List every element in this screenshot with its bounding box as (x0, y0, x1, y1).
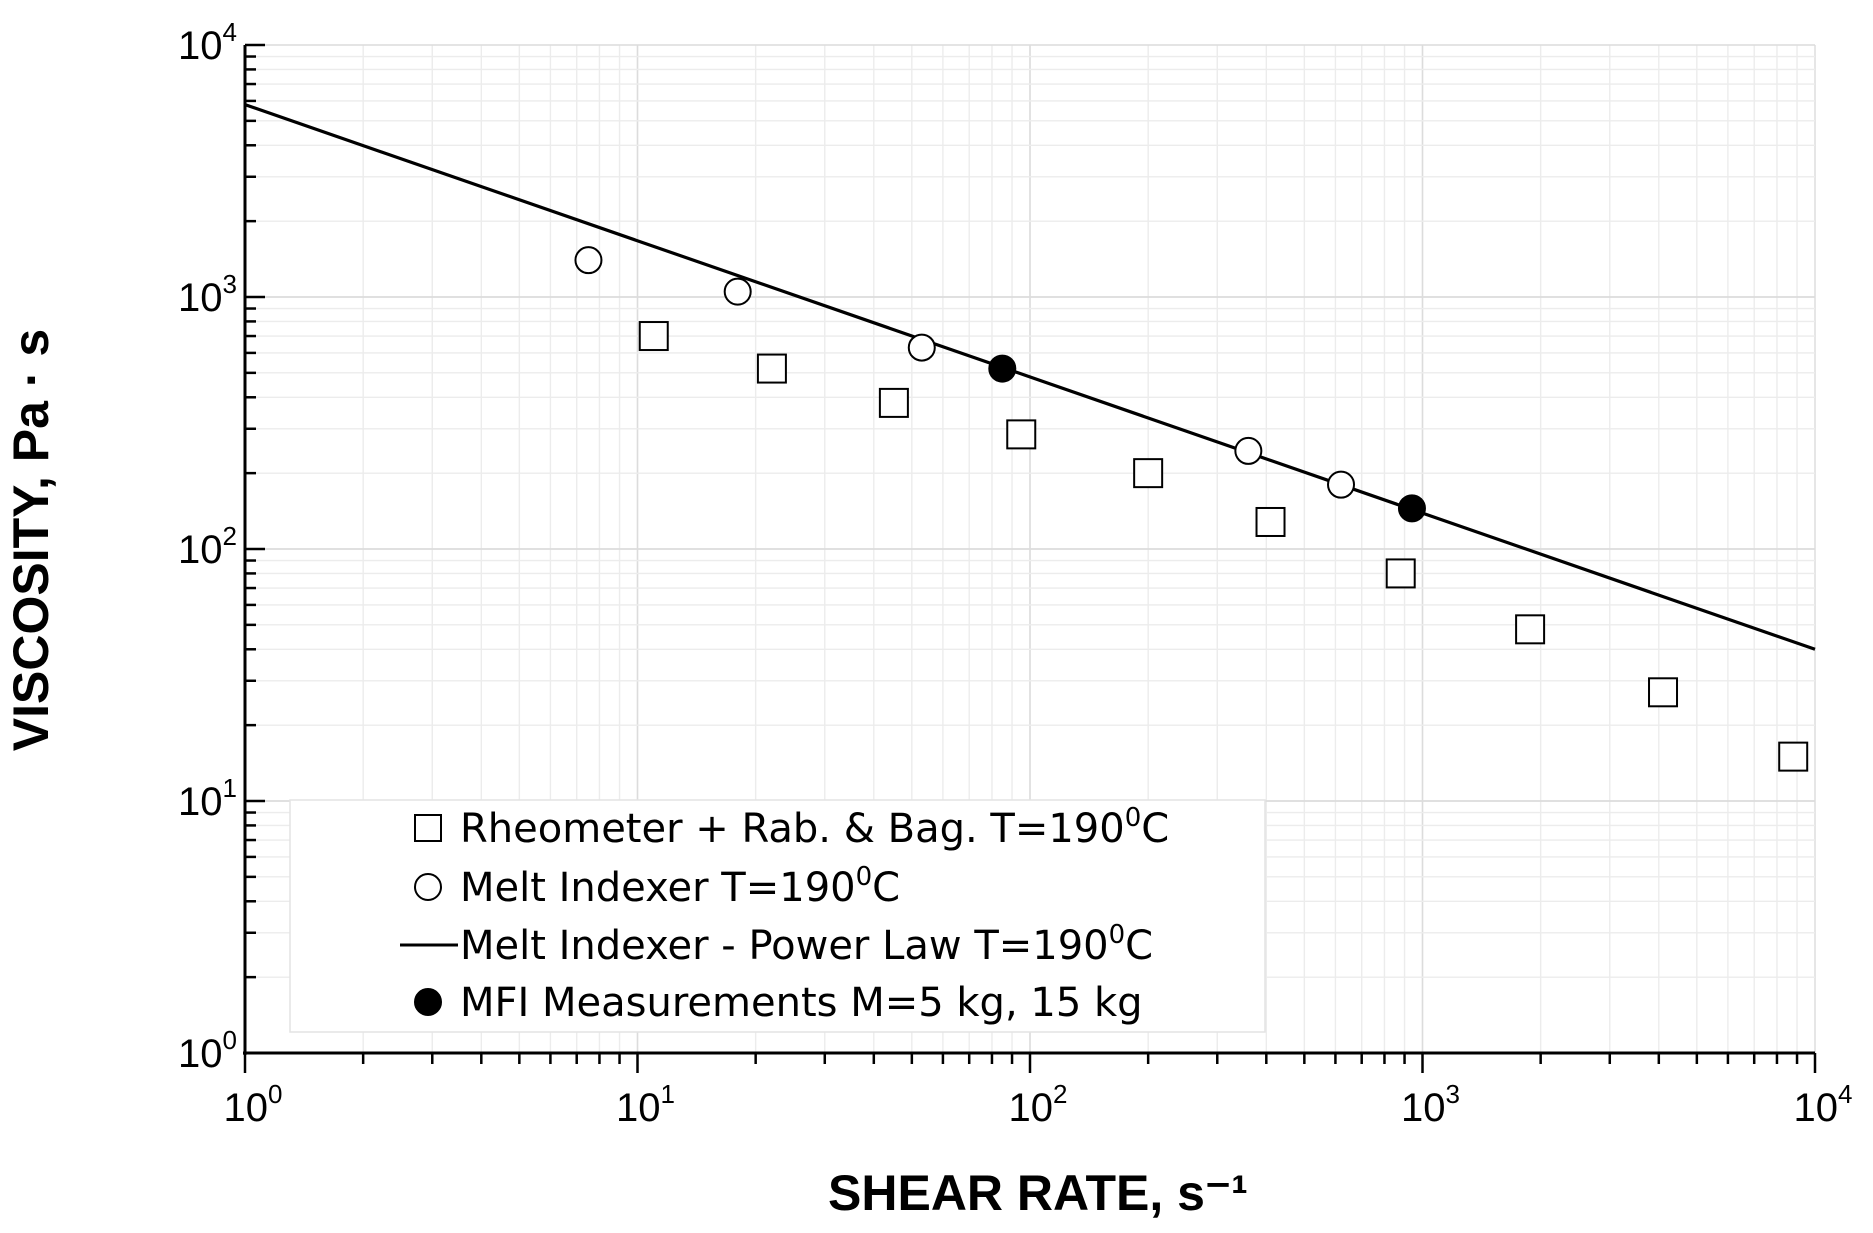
rheometer-point (1778, 741, 1809, 772)
melt-indexer-point (1327, 470, 1356, 499)
power-law-line (244, 103, 1816, 651)
rheometer-point (638, 321, 669, 352)
mfi-point (1397, 494, 1426, 523)
y-tick-label: 104 (178, 17, 237, 68)
x-axis-title: SHEAR RATE, s⁻¹ (828, 1165, 1248, 1221)
rheometer-point (1385, 558, 1416, 589)
series-layer (244, 103, 1816, 772)
x-tick-label: 104 (1794, 1079, 1853, 1130)
x-tick-label: 100 (224, 1079, 283, 1130)
melt-indexer-point (574, 246, 603, 275)
x-tick-label: 102 (1009, 1079, 1068, 1130)
legend-box (289, 799, 1266, 1033)
melt-indexer-point (1234, 436, 1263, 465)
rheometer-point (1133, 458, 1164, 489)
mfi-point (988, 354, 1017, 383)
rheometer-point (878, 387, 909, 418)
legend-circle-open-swatch (414, 873, 442, 901)
legend-square-open-swatch (414, 814, 442, 842)
rheometer-point (1006, 419, 1037, 450)
y-tick-label: 102 (178, 521, 237, 572)
melt-indexer-point (723, 277, 752, 306)
legend-circle-filled-swatch (414, 988, 442, 1016)
y-tick-label: 103 (178, 269, 237, 320)
legend-label: Melt Indexer T=1900C (460, 862, 900, 911)
rheometer-point (1515, 614, 1546, 645)
melt-indexer-point (907, 333, 936, 362)
axes (243, 43, 1817, 1073)
legend-label: Melt Indexer - Power Law T=1900C (460, 920, 1153, 969)
rheometer-point (1255, 506, 1286, 537)
y-tick-label: 100 (178, 1025, 237, 1076)
rheometer-point (1648, 677, 1679, 708)
rheometer-point (756, 353, 787, 384)
tick-labels: 100 101 102 103 104 100 101 102 103 104 (178, 17, 1852, 1130)
y-axis-title: VISCOSITY, Pa · s (3, 329, 59, 751)
x-tick-label: 103 (1401, 1079, 1460, 1130)
legend-label: Rheometer + Rab. & Bag. T=1900C (460, 803, 1169, 852)
x-tick-label: 101 (616, 1079, 675, 1130)
y-tick-label: 101 (178, 773, 237, 824)
legend-label: MFI Measurements M=5 kg, 15 kg (460, 980, 1143, 1026)
legend: Rheometer + Rab. & Bag. T=1900C Melt Inde… (289, 799, 1266, 1033)
